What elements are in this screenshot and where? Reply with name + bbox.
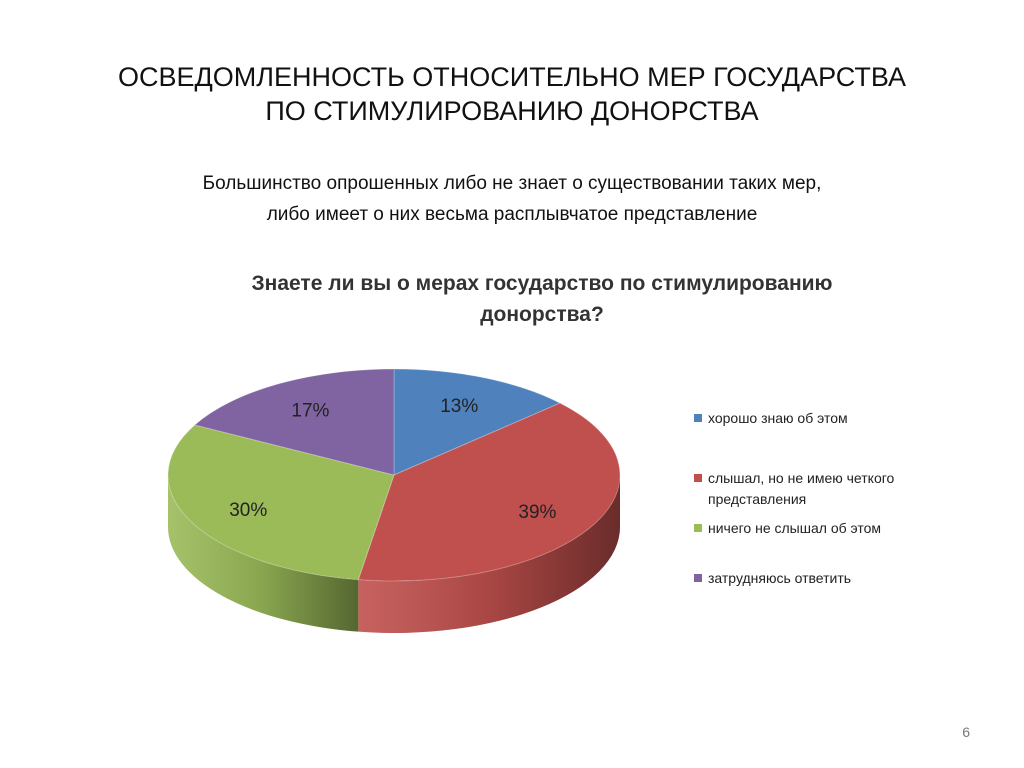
chart-title-line: донорства? — [480, 303, 604, 326]
pie-slice — [393, 368, 562, 476]
pie-slice-side-shade — [358, 475, 620, 633]
legend-item: ничего не слышал об этом — [694, 518, 954, 568]
chart-legend: хорошо знаю об этом слышал, но не имею ч… — [694, 408, 954, 589]
legend-label: хорошо знаю об этом — [708, 410, 848, 426]
pie-value-label: 13% — [440, 396, 478, 417]
pie-slice — [167, 424, 395, 581]
pie-value-label: 17% — [291, 401, 329, 422]
legend-swatch — [694, 574, 702, 582]
pie-value-label: 39% — [518, 502, 556, 523]
slide-title-line: ПО СТИМУЛИРОВАНИЮ ДОНОРСТВА — [265, 96, 759, 126]
slide-subtitle: Большинство опрошенных либо не знает о с… — [112, 168, 912, 230]
legend-swatch — [694, 524, 702, 532]
pie-labels: 13% 39% 30% 17% — [229, 396, 556, 523]
pie-slice — [193, 368, 395, 476]
legend-item: хорошо знаю об этом — [694, 408, 954, 468]
legend-swatch — [694, 414, 702, 422]
slide-subtitle-line: либо имеет о них весьма расплывчатое пре… — [266, 204, 758, 225]
legend-label: ничего не слышал об этом — [708, 520, 882, 536]
legend-label: слышал, но не имею четкого представления — [708, 470, 895, 507]
legend-item: слышал, но не имею четкого представления — [694, 468, 954, 518]
pie-tops — [167, 368, 621, 582]
slide-subtitle-line: Большинство опрошенных либо не знает о с… — [202, 173, 822, 194]
slide-title-line: ОСВЕДОМЛЕННОСТЬ ОТНОСИТЕЛЬНО МЕР ГОСУДАР… — [117, 62, 907, 92]
pie-value-label: 30% — [229, 500, 267, 521]
legend-item: затрудняюсь ответить — [694, 568, 954, 589]
legend-swatch — [694, 474, 702, 482]
slide-title: ОСВЕДОМЛЕННОСТЬ ОТНОСИТЕЛЬНО МЕР ГОСУДАР… — [112, 60, 912, 128]
chart-title: Знаете ли вы о мерах государство по стим… — [192, 268, 892, 330]
pie-sides — [168, 475, 620, 633]
pie-slice — [357, 402, 621, 582]
pie-slice-side-shade — [168, 475, 359, 632]
chart-title-line: Знаете ли вы о мерах государство по стим… — [251, 272, 833, 295]
page-number: 6 — [962, 724, 970, 740]
legend-label: затрудняюсь ответить — [708, 570, 852, 586]
